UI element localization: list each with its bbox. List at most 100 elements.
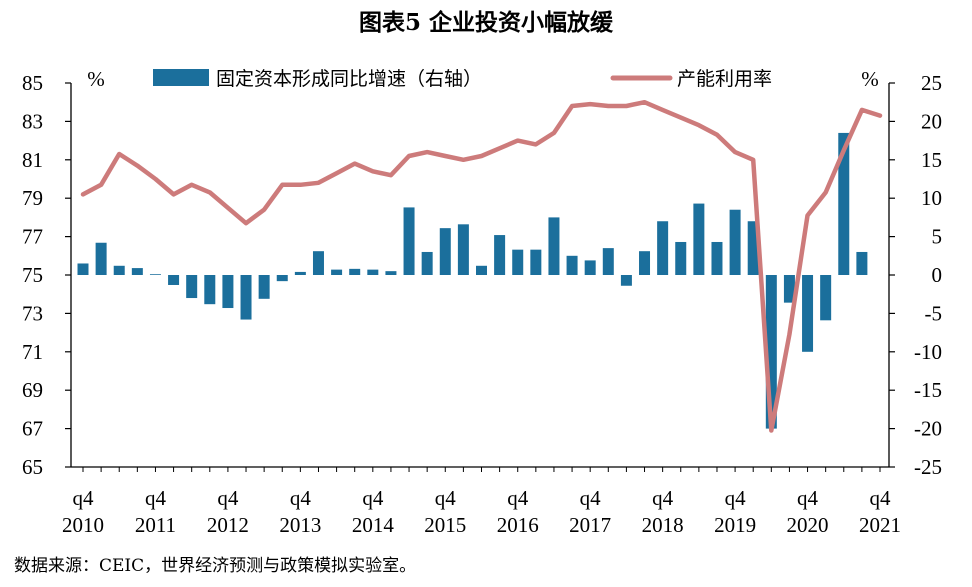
- left-tick-label: 65: [22, 455, 43, 479]
- left-unit-label: %: [87, 67, 105, 91]
- x-tick-label-year: 2018: [642, 513, 684, 537]
- bar: [186, 275, 198, 299]
- right-axis-ticks: 25 20 15 10 5 0 -5 -10 -15 -20 -25: [889, 71, 942, 479]
- bar: [476, 265, 487, 275]
- source-note: 数据来源：CEIC，世界经济预测与政策模拟实验室。: [14, 556, 416, 576]
- left-tick-label: 75: [22, 263, 43, 287]
- left-tick-label: 81: [22, 148, 43, 172]
- bar: [729, 209, 741, 275]
- right-tick-label: 5: [932, 225, 943, 249]
- bar: [385, 271, 397, 275]
- bar: [131, 268, 143, 275]
- bar: [149, 274, 161, 275]
- x-tick-label-quarter: q4: [435, 486, 457, 510]
- utilization-line: [80, 99, 883, 433]
- bar: [783, 275, 795, 303]
- bar: [802, 275, 814, 352]
- bar: [258, 275, 270, 299]
- x-tick-label-year: 2010: [62, 513, 104, 537]
- right-tick-label: -15: [914, 378, 942, 402]
- x-tick-label-quarter: q4: [870, 486, 892, 510]
- bar: [620, 275, 632, 286]
- bar: [403, 207, 415, 275]
- right-tick-label: 0: [932, 263, 943, 287]
- bar: [113, 265, 125, 275]
- bar: [747, 221, 759, 275]
- right-tick-label: 15: [921, 148, 942, 172]
- x-tick-label-quarter: q4: [73, 486, 95, 510]
- left-tick-label: 69: [22, 378, 43, 402]
- right-tick-label: -25: [914, 455, 942, 479]
- x-tick-label-year: 2013: [279, 513, 321, 537]
- bar: [240, 275, 252, 320]
- left-tick-label: 79: [22, 186, 43, 210]
- bar: [494, 235, 506, 275]
- legend: 固定资本形成同比增速（右轴） 产能利用率: [153, 68, 772, 90]
- left-tick-label: 83: [22, 109, 43, 133]
- bar: [584, 260, 596, 275]
- bar: [421, 251, 433, 275]
- legend-label-utilization: 产能利用率: [677, 68, 772, 90]
- bar: [512, 249, 524, 275]
- chart-title: 图表5 企业投资小幅放缓: [359, 9, 614, 36]
- bar: [294, 271, 306, 275]
- bar: [349, 268, 361, 275]
- bar: [331, 269, 343, 275]
- x-tick-label-quarter: q4: [217, 486, 239, 510]
- x-tick-label-quarter: q4: [725, 486, 747, 510]
- right-tick-label: -5: [925, 301, 943, 325]
- bar: [77, 263, 89, 275]
- bar: [457, 224, 469, 275]
- bar: [765, 275, 777, 429]
- x-tick-label-year: 2016: [497, 513, 539, 537]
- x-axis-ticks: q4 2010 q4 2011 q4 2012 q4 2013 q4 2014 q4 2015 q4 20…: [62, 467, 901, 537]
- right-tick-label: -10: [914, 340, 942, 364]
- x-tick-label-quarter: q4: [145, 486, 167, 510]
- right-unit-label: %: [861, 67, 879, 91]
- x-tick-label-quarter: q4: [290, 486, 312, 510]
- x-tick-label-year: 2011: [135, 513, 176, 537]
- bar: [602, 248, 614, 275]
- bar: [657, 221, 669, 275]
- bar: [276, 275, 288, 282]
- left-axis-ticks: 85 83 81 79 77 75 73 71 69 67 65: [22, 71, 71, 479]
- x-tick-label-year: 2021: [859, 513, 901, 537]
- x-tick-label-year: 2012: [207, 513, 249, 537]
- bar: [693, 203, 705, 275]
- left-tick-label: 73: [22, 301, 43, 325]
- x-tick-label-year: 2017: [569, 513, 611, 537]
- left-tick-label: 77: [22, 225, 43, 249]
- x-tick-label-year: 2014: [352, 513, 395, 537]
- x-tick-label-quarter: q4: [362, 486, 384, 510]
- x-tick-label-year: 2015: [424, 513, 466, 537]
- line-series-utilization: [80, 99, 883, 433]
- x-tick-label-year: 2020: [787, 513, 829, 537]
- bar: [566, 255, 578, 275]
- bar: [675, 241, 687, 275]
- right-tick-label: 10: [921, 186, 942, 210]
- x-tick-label-quarter: q4: [580, 486, 602, 510]
- bar: [639, 251, 651, 275]
- left-tick-label: 67: [22, 417, 43, 441]
- x-tick-label-quarter: q4: [797, 486, 819, 510]
- bar: [820, 275, 832, 321]
- bar: [711, 241, 723, 275]
- bar: [222, 275, 234, 309]
- bar: [367, 269, 379, 275]
- bar-series-investment: [77, 132, 868, 429]
- left-tick-label: 71: [22, 340, 43, 364]
- bar: [530, 249, 542, 275]
- right-tick-label: 20: [921, 109, 942, 133]
- bar: [439, 228, 451, 275]
- x-tick-label-quarter: q4: [652, 486, 674, 510]
- legend-swatch-investment: [153, 69, 209, 86]
- bar: [204, 275, 216, 305]
- bar: [312, 251, 324, 275]
- bar: [548, 217, 560, 275]
- bar: [168, 275, 180, 285]
- x-tick-label-quarter: q4: [507, 486, 529, 510]
- bar: [856, 251, 868, 275]
- bar: [838, 132, 850, 275]
- left-tick-label: 85: [22, 71, 43, 95]
